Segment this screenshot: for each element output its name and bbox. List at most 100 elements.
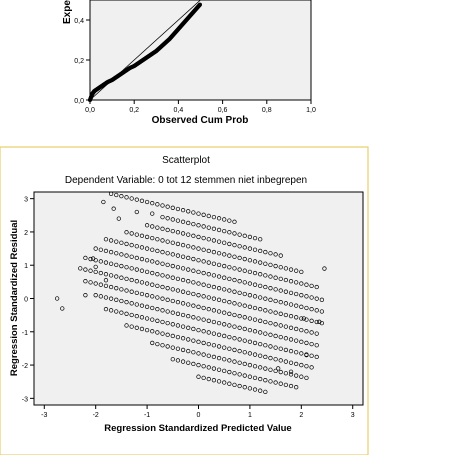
scatter-point <box>278 276 283 282</box>
scatter-point <box>155 283 160 289</box>
scatter-point <box>304 282 309 287</box>
scatter-point <box>242 245 247 250</box>
scatter-point <box>165 309 170 314</box>
scatter-point <box>258 318 263 323</box>
scatter-point <box>88 256 93 262</box>
scatter-point <box>124 195 129 200</box>
scatter-point <box>93 293 98 298</box>
scatter-point <box>252 317 258 322</box>
scatter-point <box>247 362 253 368</box>
scatter-point <box>180 242 186 248</box>
scatter-point <box>114 286 119 291</box>
scatter-x-tick-label: -3 <box>41 412 47 419</box>
scatter-point <box>150 305 155 311</box>
scatter-point <box>314 319 319 325</box>
scatter-point <box>216 379 222 384</box>
scatter-point <box>232 371 237 376</box>
scatter-point <box>247 258 253 263</box>
scatter-point <box>165 297 170 302</box>
scatter-point <box>160 273 165 278</box>
scatter-point <box>222 263 227 269</box>
scatter-point <box>98 270 103 276</box>
scatter-point <box>139 303 145 308</box>
scatter-point <box>165 286 170 291</box>
scatter-point <box>227 265 232 270</box>
scatter-point <box>309 353 314 358</box>
scatter-point <box>247 269 253 275</box>
scatter-point <box>237 244 242 249</box>
scatter-point <box>160 203 165 208</box>
scatter-point <box>191 350 196 355</box>
scatter-point <box>268 286 273 291</box>
scatter-point <box>206 237 211 242</box>
scatter-point <box>283 336 289 341</box>
scatter-point <box>98 282 103 287</box>
scatter-point <box>150 317 155 322</box>
scatter-point <box>222 380 227 385</box>
scatter-point <box>201 375 206 381</box>
scatter-point <box>283 382 289 388</box>
scatter-point <box>273 357 278 362</box>
scatter-x-tick-label: 1 <box>248 412 252 419</box>
scatter-point <box>304 352 309 358</box>
scatter-point <box>211 284 217 290</box>
scatter-point <box>278 265 283 270</box>
scatter-point <box>252 294 258 299</box>
scatter-point <box>129 277 134 283</box>
scatter-point <box>186 232 191 237</box>
scatter-point <box>108 296 114 301</box>
scatter-point <box>319 297 325 302</box>
scatter-point <box>268 297 273 302</box>
scatter-point <box>232 219 237 224</box>
scatter-point <box>278 323 283 328</box>
scatter-point <box>314 354 319 360</box>
scatter-point <box>191 210 196 215</box>
scatter-point <box>309 365 314 370</box>
scatter-point <box>268 320 273 326</box>
scatter-point <box>201 294 206 299</box>
scatter-point <box>144 223 150 228</box>
scatter-point <box>160 214 165 220</box>
scatter-point <box>175 358 181 363</box>
scatter-point <box>186 348 191 354</box>
scatter-point <box>144 234 150 240</box>
scatter-point <box>299 281 304 286</box>
scatter-point <box>288 372 294 377</box>
scatter-point <box>170 357 175 362</box>
scatter-point <box>98 294 103 299</box>
scatter-point <box>129 312 134 318</box>
scatter-point <box>222 252 227 257</box>
scatter-point <box>175 346 181 351</box>
scatter-point <box>124 288 129 293</box>
scatter-point <box>170 228 175 234</box>
scatter-point <box>196 281 201 286</box>
scatter-point <box>294 338 299 343</box>
scatter-point <box>139 268 145 273</box>
scatter-point <box>237 232 242 237</box>
scatter-point <box>139 326 145 332</box>
scatter-point <box>216 344 222 349</box>
scatter-point <box>124 311 129 316</box>
scatter-point <box>268 251 273 256</box>
scatter-point <box>134 232 139 237</box>
scatter-point <box>129 289 134 294</box>
scatter-point <box>232 301 237 306</box>
scatter-point <box>319 309 325 314</box>
scatter-point <box>232 266 237 271</box>
scatter-point <box>191 256 196 262</box>
scatterplot-title: Scatterplot <box>162 155 210 166</box>
scatter-point <box>119 263 124 269</box>
scatter-point <box>201 340 206 346</box>
scatter-y-tick-label: 3 <box>24 197 28 204</box>
scatter-point <box>263 296 268 301</box>
scatter-point <box>283 266 289 271</box>
scatter-point <box>227 230 232 235</box>
scatter-point <box>206 307 211 312</box>
scatter-point <box>278 311 283 316</box>
scatter-point <box>144 327 150 333</box>
scatter-point <box>196 234 201 240</box>
scatter-point <box>252 352 258 357</box>
scatter-point <box>180 289 186 294</box>
scatter-point <box>93 269 98 275</box>
scatter-point <box>186 279 191 284</box>
